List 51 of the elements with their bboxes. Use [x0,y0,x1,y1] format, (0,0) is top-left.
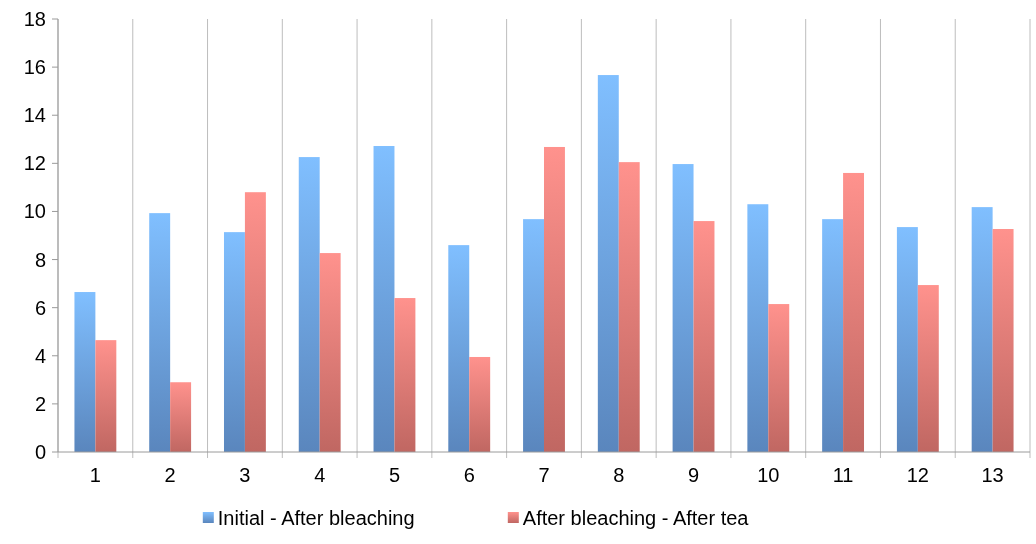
bar [971,207,993,452]
bar [896,227,918,452]
bar [244,192,266,452]
y-tick-label: 18 [23,8,46,30]
bar [223,232,245,452]
x-tick-label: 10 [757,464,780,486]
bar [992,229,1014,452]
y-tick-label: 14 [23,104,46,127]
bar [170,382,192,452]
legend-label: After bleaching - After tea [522,507,750,529]
x-tick-label: 1 [89,464,101,486]
y-tick-label: 0 [34,441,46,463]
x-tick-label: 13 [981,464,1004,486]
x-tick-label: 5 [388,464,401,486]
y-tick-label: 8 [34,248,46,271]
bar [693,221,715,452]
x-tick-label: 6 [463,464,475,486]
x-tick-label: 3 [239,464,251,486]
bar [74,292,96,452]
bar [95,340,117,452]
bar [768,304,790,452]
bar [544,146,565,452]
y-tick-label: 2 [34,392,46,415]
bar [747,204,769,452]
bar [917,285,939,452]
bar [618,162,640,452]
bar [469,356,491,452]
bar [394,298,416,452]
bar [672,164,694,452]
x-tick-label: 12 [906,464,929,486]
x-tick-label: 4 [314,464,326,486]
bar [298,157,320,452]
x-tick-label: 2 [164,464,176,486]
bar [373,146,395,452]
bar [523,219,544,452]
y-tick-label: 10 [23,200,46,223]
x-tick-label: 9 [687,464,700,486]
bar [843,172,865,452]
legend-label: Initial - After bleaching [217,507,415,529]
x-tick-label: 7 [538,464,550,486]
bar [597,75,619,452]
y-tick-label: 12 [23,152,46,175]
bar [149,213,171,452]
bar [822,219,844,452]
x-tick-label: 11 [832,464,854,486]
bar [448,245,470,452]
bar [319,253,341,452]
y-tick-label: 16 [23,56,46,79]
y-tick-label: 4 [34,344,46,367]
y-tick-label: 6 [34,296,46,319]
x-tick-label: 8 [613,464,625,486]
